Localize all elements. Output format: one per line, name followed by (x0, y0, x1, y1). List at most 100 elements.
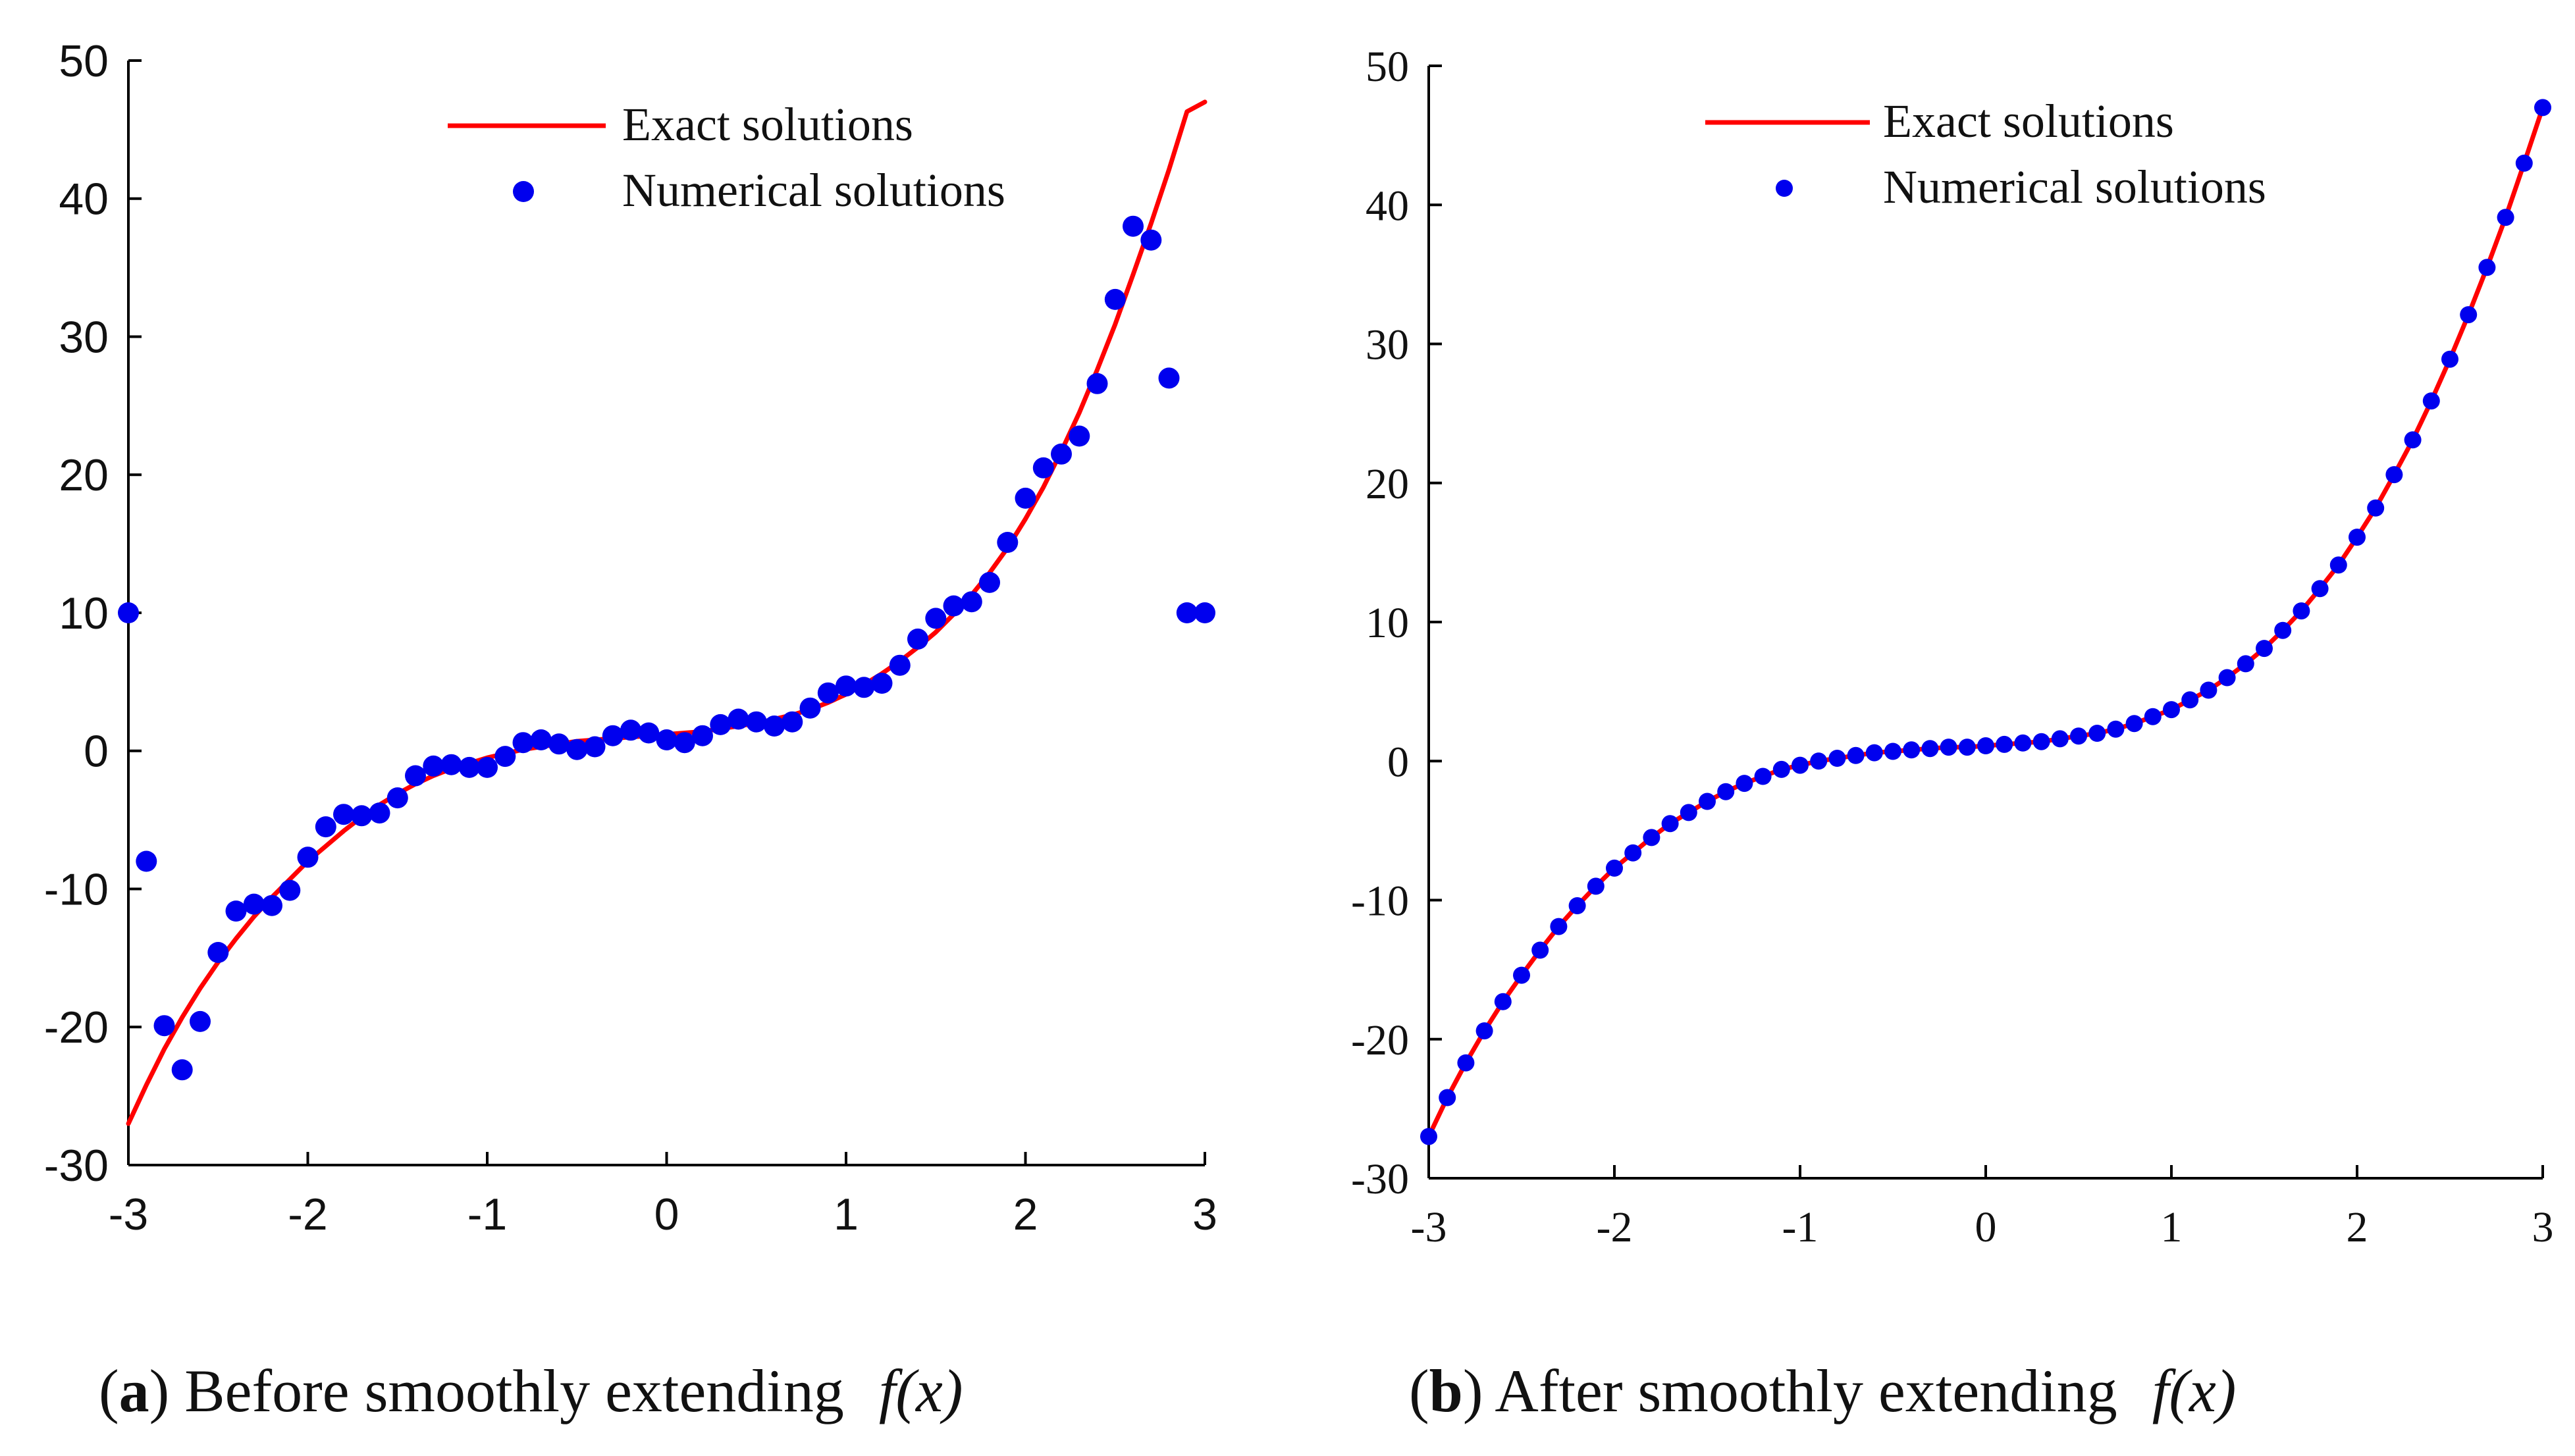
y-tick-label-a: -10 (44, 864, 109, 914)
numerical-point-a (638, 722, 660, 744)
numerical-point-a (764, 715, 785, 737)
numerical-point-b (1457, 1054, 1475, 1072)
numerical-point-a (333, 804, 354, 825)
x-tick-label-b: -2 (1597, 1203, 1633, 1251)
numerical-point-b (1921, 740, 1939, 758)
y-tick-label-b: 40 (1366, 182, 1409, 230)
y-tick-label-b: 20 (1366, 460, 1409, 508)
numerical-point-b (2163, 701, 2180, 719)
numerical-point-a (1104, 288, 1126, 310)
numerical-point-a (799, 697, 821, 719)
numerical-point-b (1568, 897, 1586, 914)
numerical-point-a (836, 675, 857, 697)
numerical-point-a (979, 571, 1000, 593)
y-tick-label-a: 0 (84, 727, 109, 777)
numerical-point-b (1977, 737, 1994, 754)
numerical-point-a (1032, 457, 1054, 479)
numerical-point-b (2181, 691, 2199, 709)
numerical-point-b (1828, 750, 1846, 767)
numerical-point-b (2237, 655, 2254, 673)
numerical-point-a (279, 879, 301, 901)
numerical-point-a (369, 802, 390, 824)
numerical-point-b (1531, 941, 1549, 959)
numerical-point-a (620, 719, 641, 741)
numerical-point-a (853, 677, 875, 698)
caption-a-text: Before smoothly extending (184, 1357, 844, 1424)
numerical-point-a (817, 682, 839, 704)
numerical-point-b (1513, 966, 1530, 984)
numerical-point-b (1606, 859, 1623, 877)
numerical-point-b (2014, 734, 2032, 752)
x-tick-label-b: -1 (1782, 1203, 1818, 1251)
x-tick-label-b: 2 (2347, 1203, 2368, 1251)
numerical-point-b (2329, 556, 2347, 574)
numerical-point-a (136, 850, 157, 872)
y-tick-label-b: -30 (1351, 1155, 1409, 1203)
caption-a-function: f(x) (878, 1357, 963, 1424)
numerical-point-a (584, 736, 606, 758)
numerical-point-b (1717, 783, 1735, 800)
numerical-point-a (458, 756, 480, 778)
numerical-point-b (2311, 580, 2329, 598)
numerical-point-a (315, 816, 336, 838)
y-tick-label-b: -20 (1351, 1016, 1409, 1064)
numerical-point-b (1754, 767, 1772, 785)
numerical-point-a (171, 1059, 193, 1081)
exact-solution-line-a (126, 99, 1208, 1126)
numerical-point-b (2367, 499, 2385, 517)
numerical-point-b (2404, 431, 2422, 449)
legend-numerical-label-a: Numerical solutions (622, 164, 1005, 217)
numerical-point-b (1865, 744, 1883, 762)
exact-solution-line-b (1426, 105, 2545, 1139)
numerical-point-b (2144, 708, 2162, 725)
numerical-point-a (889, 654, 911, 676)
x-tick-label-a: -1 (467, 1189, 507, 1239)
legend-exact-label-b: Exact solutions (1883, 95, 2174, 147)
caption-a-letter: a (119, 1357, 149, 1424)
numerical-point-b (1940, 739, 1957, 756)
numerical-point-b (2125, 715, 2143, 733)
numerical-point-a (386, 787, 408, 809)
numerical-point-b (1475, 1022, 1493, 1040)
x-tick-label-b: -3 (1411, 1203, 1447, 1251)
numerical-point-b (1884, 742, 1901, 760)
y-tick-label-a: 10 (59, 588, 109, 638)
x-tick-label-a: 2 (1013, 1189, 1038, 1239)
y-tick-label-a: 30 (59, 312, 109, 362)
numerical-point-b (1550, 918, 1568, 935)
numerical-point-b (1587, 877, 1605, 895)
numerical-point-a (548, 733, 570, 755)
y-tick-label-a: -30 (44, 1141, 109, 1191)
numerical-point-b (2515, 154, 2533, 172)
caption-a: (a) Before smoothly extending f(x) (99, 1357, 963, 1424)
numerical-point-a (494, 746, 516, 767)
x-tick-label-a: 0 (654, 1189, 679, 1239)
y-tick-label-b: 0 (1387, 738, 1409, 786)
numerical-point-a (943, 595, 965, 617)
caption-b-function: f(x) (2152, 1357, 2237, 1424)
x-tick-label-a: 3 (1192, 1189, 1217, 1239)
numerical-point-b (2534, 99, 2551, 117)
y-tick-label-a: 20 (59, 450, 109, 500)
numerical-point-a (118, 602, 139, 623)
numerical-point-a (1140, 229, 1162, 251)
numerical-point-b (1439, 1089, 1456, 1106)
numerical-point-b (2032, 733, 2050, 750)
y-tick-label-b: 10 (1366, 599, 1409, 647)
numerical-point-a (1086, 373, 1108, 394)
numerical-point-a (530, 729, 552, 750)
numerical-point-a (1194, 602, 1215, 623)
numerical-point-a (440, 754, 462, 775)
numerical-point-b (1494, 993, 1512, 1010)
numerical-point-a (207, 942, 229, 963)
numerical-point-a (423, 755, 444, 777)
numerical-point-b (2441, 350, 2458, 368)
caption-b-letter: b (1429, 1357, 1463, 1424)
numerical-point-b (1661, 815, 1679, 833)
numerical-point-b (2422, 392, 2440, 410)
numerical-point-a (907, 628, 928, 650)
numerical-point-b (2256, 640, 2273, 658)
numerical-point-a (656, 729, 677, 750)
